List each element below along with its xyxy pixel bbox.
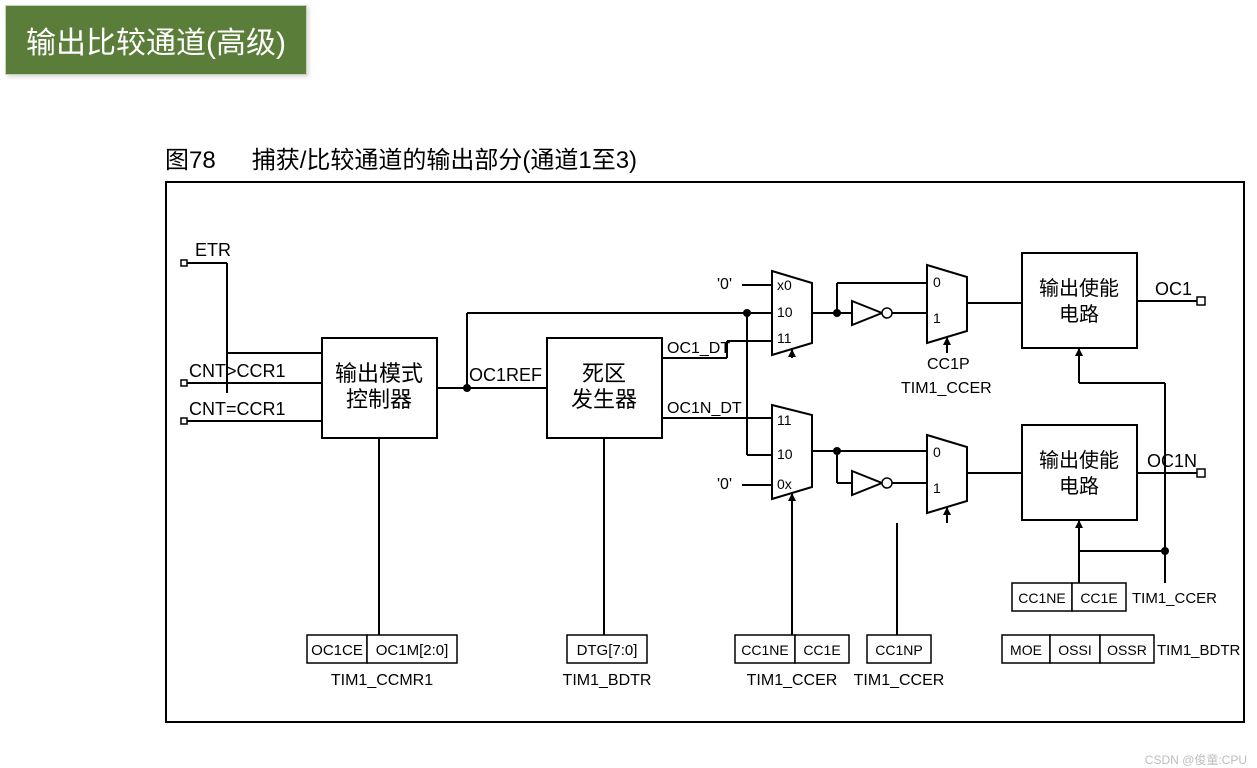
reg-cc1ne1-t: CC1NE (741, 642, 788, 658)
reg-oc1m-t: OC1M[2:0] (376, 642, 449, 659)
blk-mode-l2: 控制器 (346, 387, 412, 412)
label-ccmr1: TIM1_CCMR1 (331, 672, 433, 689)
diagram-svg: ETR CNT>CCR1 CNT=CCR1 输出模式 控制器 OC1REF 死区… (167, 183, 1243, 721)
blk-dt-l2: 发生器 (571, 387, 637, 412)
label-cntgt: CNT>CCR1 (189, 361, 286, 381)
label-zero1: '0' (717, 276, 732, 293)
reg-ossr-t: OSSR (1107, 642, 1147, 658)
blk-oe2-l2: 电路 (1059, 475, 1099, 498)
figure-caption-prefix: 图78 (165, 147, 216, 174)
not1-bubble (882, 308, 892, 318)
reg-ossi-t: OSSI (1058, 642, 1091, 658)
label-cnteq: CNT=CCR1 (189, 399, 286, 419)
label-oc1ref: OC1REF (469, 365, 542, 385)
reg-cc1e1-t: CC1E (803, 642, 840, 658)
label-bdtr-b: TIM1_BDTR (1157, 642, 1241, 659)
port-cnteq (181, 418, 187, 424)
label-ccer-b: TIM1_CCER (747, 672, 838, 689)
not2-bubble (882, 478, 892, 488)
mux3-0: 0 (933, 274, 941, 290)
label-ccer-c: TIM1_CCER (854, 672, 945, 689)
port-oc1n (1197, 469, 1205, 477)
mux4-1: 1 (933, 480, 941, 496)
port-cntgt (181, 380, 187, 386)
reg-oc1ce-t: OC1CE (311, 642, 363, 659)
mux1-x0: x0 (777, 277, 792, 293)
mux1-11: 11 (777, 330, 792, 346)
blk-oe1-l2: 电路 (1059, 303, 1099, 326)
label-oc1: OC1 (1155, 279, 1192, 299)
reg-cc1np-t: CC1NP (875, 642, 922, 658)
label-oc1ndt: OC1N_DT (667, 400, 742, 417)
diagram-border: ETR CNT>CCR1 CNT=CCR1 输出模式 控制器 OC1REF 死区… (165, 181, 1245, 723)
figure-caption: 图78 捕获/比较通道的输出部分(通道1至3) (165, 140, 1245, 175)
port-etr (181, 260, 187, 266)
page-title: 输出比较通道(高级) (5, 5, 307, 75)
mux2-11: 11 (777, 412, 792, 428)
arrow-oe1-icon (1075, 348, 1083, 356)
blk-mode-l1: 输出模式 (335, 361, 423, 386)
label-oc1dt: OC1_DT (667, 340, 730, 357)
label-ccer-a: TIM1_CCER (901, 380, 992, 397)
label-cc1p: CC1P (927, 356, 970, 373)
blk-oe1-l1: 输出使能 (1039, 277, 1119, 300)
mux2-10: 10 (777, 446, 793, 462)
blk-dt-l1: 死区 (582, 361, 626, 386)
figure-caption-body: 捕获/比较通道的输出部分(通道1至3) (252, 147, 637, 174)
not2-tri (852, 471, 882, 495)
reg-dtg-t: DTG[7:0] (577, 642, 638, 659)
reg-moe-t: MOE (1010, 642, 1042, 658)
watermark-text: CSDN @俊童:CPU (1145, 753, 1247, 767)
block-oe2 (1022, 425, 1137, 520)
mux2-0x: 0x (777, 476, 792, 492)
not1-tri (852, 301, 882, 325)
reg-cc1e2-t: CC1E (1080, 590, 1117, 606)
label-etr: ETR (195, 240, 231, 260)
mux3-1: 1 (933, 310, 941, 326)
label-ccer-d: TIM1_CCER (1132, 590, 1217, 607)
title-text: 输出比较通道(高级) (26, 27, 286, 60)
node-oe-join (1161, 547, 1169, 555)
label-bdtr-a: TIM1_BDTR (563, 672, 652, 689)
figure-wrap: 图78 捕获/比较通道的输出部分(通道1至3) (165, 140, 1245, 723)
label-oc1n: OC1N (1147, 451, 1197, 471)
watermark: CSDN @俊童:CPU (1145, 751, 1247, 768)
block-oe1 (1022, 253, 1137, 348)
label-zero2: '0' (717, 476, 732, 493)
reg-cc1ne2-t: CC1NE (1018, 590, 1065, 606)
port-oc1 (1197, 297, 1205, 305)
blk-oe2-l1: 输出使能 (1039, 449, 1119, 472)
mux1-10: 10 (777, 304, 793, 320)
mux4-0: 0 (933, 444, 941, 460)
arrow-oe2-icon (1075, 520, 1083, 528)
